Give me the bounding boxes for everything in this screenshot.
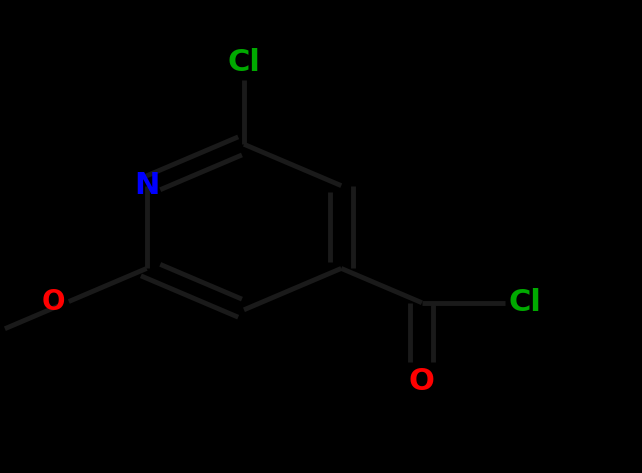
Text: O: O: [42, 288, 65, 315]
Text: Cl: Cl: [508, 288, 541, 317]
Text: O: O: [409, 367, 435, 395]
Text: Cl: Cl: [227, 48, 261, 77]
Text: N: N: [134, 171, 159, 200]
